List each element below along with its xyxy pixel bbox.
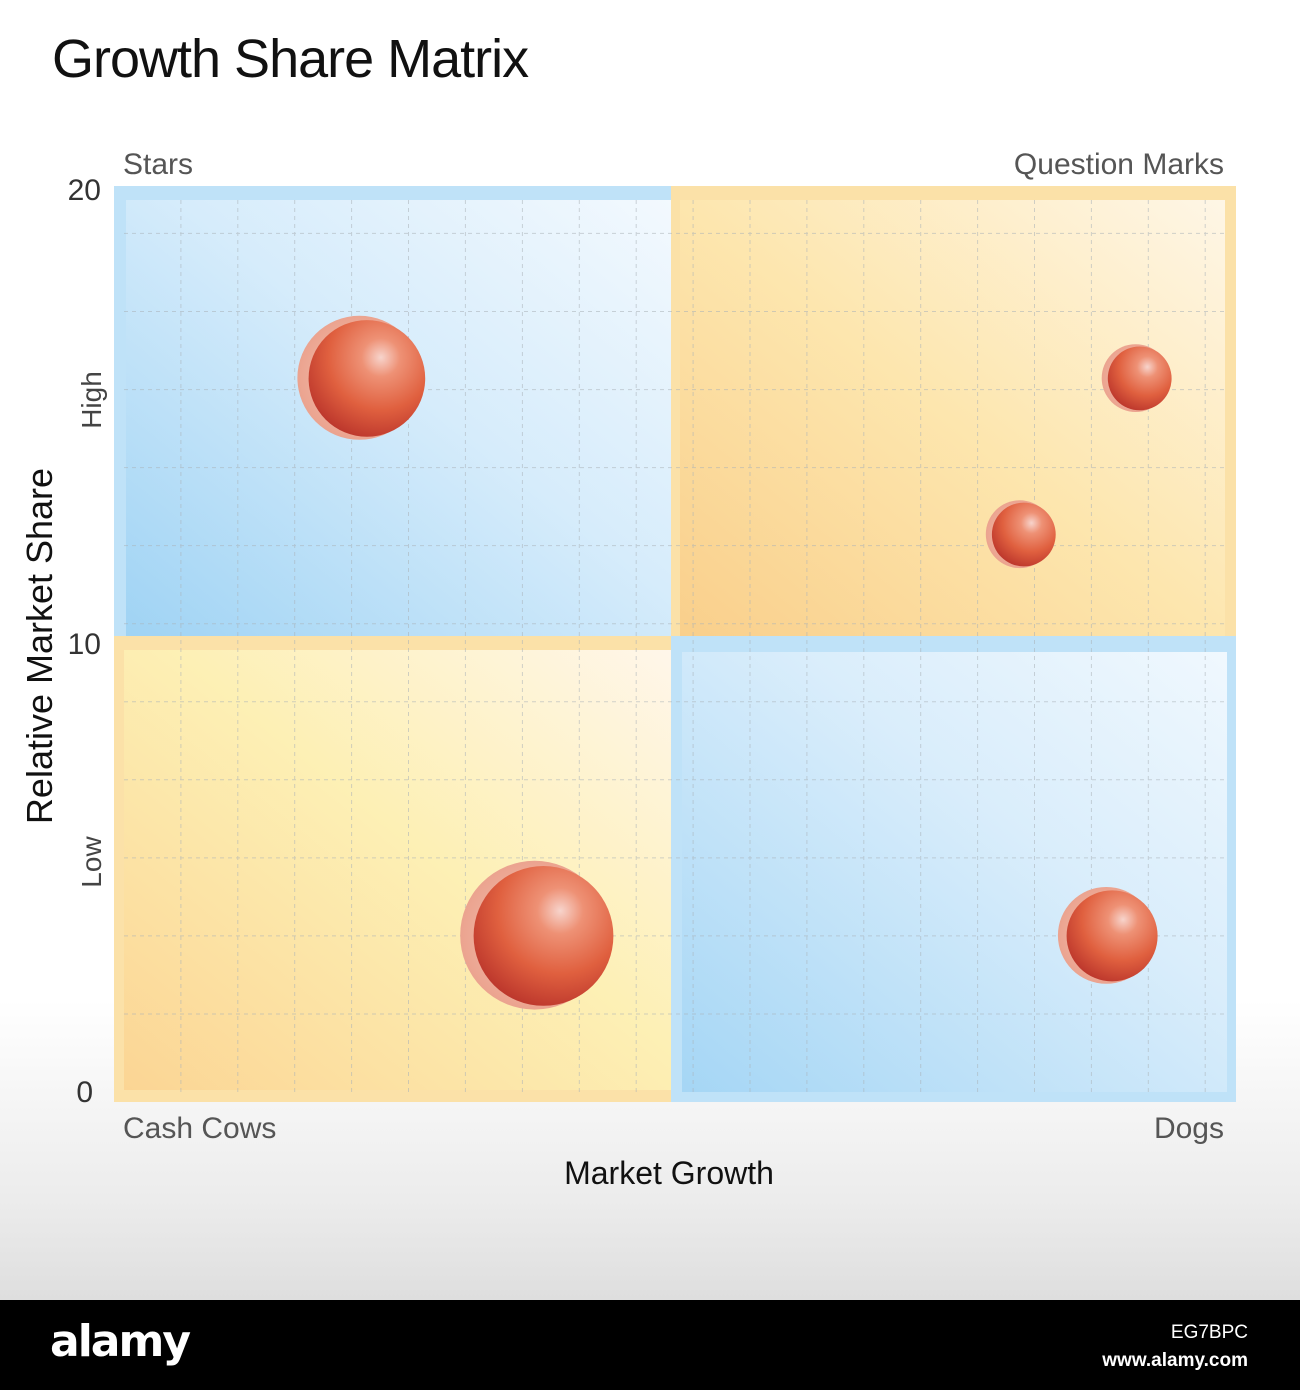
quadrant-cash-cows-face [124, 650, 671, 1090]
quadrant-dogs-face [682, 652, 1227, 1092]
quadrant-label-stars: Stars [123, 148, 193, 181]
bubble-sphere [991, 502, 1056, 567]
data-bubble [985, 500, 1056, 569]
quadrant-question-marks-face [680, 200, 1225, 638]
image-id: EG7BPC [1170, 1322, 1248, 1343]
y-tick-label: 0 [76, 1076, 93, 1109]
growth-share-chart: 20 10 0 High Low Relative Market Share S… [19, 148, 1236, 1191]
y-tick-label: 20 [68, 174, 101, 207]
bubble-layer [297, 315, 1172, 1010]
x-axis-label: Market Growth [564, 1155, 774, 1191]
bubble-sphere [1066, 890, 1158, 982]
bubble-sphere [308, 320, 426, 437]
footer-bar: alamy EG7BPC www.alamy.com [0, 1300, 1300, 1390]
footer-url: www.alamy.com [1102, 1350, 1248, 1371]
data-bubble [297, 315, 426, 440]
data-bubble [1057, 887, 1158, 984]
bubble-sphere [1107, 346, 1172, 411]
data-bubble [1101, 344, 1172, 412]
y-tick-label: 10 [68, 628, 101, 661]
bubble-sphere [473, 866, 614, 1006]
quadrant-label-question-marks: Question Marks [1014, 148, 1224, 181]
y-axis-label: Relative Market Share [19, 468, 60, 824]
quadrant-label-cash-cows: Cash Cows [123, 1112, 276, 1145]
chart-title: Growth Share Matrix [52, 29, 529, 89]
quadrant-panels [114, 186, 1236, 1102]
y-band-label-low: Low [76, 836, 107, 888]
y-band-label-high: High [76, 371, 107, 429]
quadrant-label-dogs: Dogs [1154, 1112, 1224, 1145]
data-bubble [460, 860, 614, 1010]
alamy-logo: alamy [50, 1316, 191, 1367]
